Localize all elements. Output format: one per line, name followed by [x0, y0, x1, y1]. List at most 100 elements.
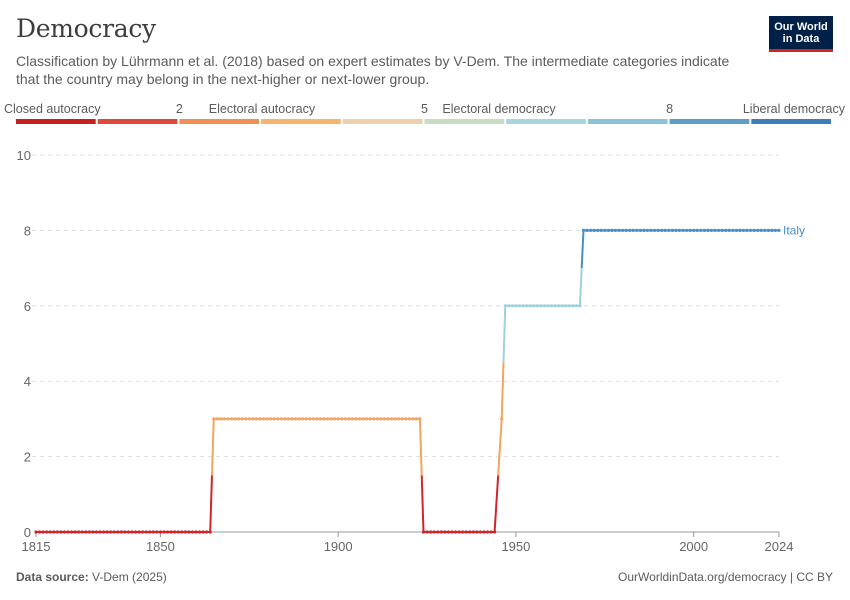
data-point — [37, 530, 42, 534]
data-point — [251, 417, 255, 421]
data-point — [286, 417, 291, 421]
data-point — [443, 530, 447, 534]
data-point — [727, 228, 731, 232]
data-point — [471, 530, 475, 534]
data-point — [763, 228, 767, 232]
data-point — [652, 228, 657, 232]
data-point — [546, 304, 550, 308]
legend-label: 8 — [666, 102, 673, 116]
data-point — [446, 530, 450, 534]
data-point — [517, 304, 522, 308]
data-point — [382, 417, 386, 421]
data-point — [105, 530, 109, 534]
data-point — [137, 530, 141, 534]
chart-subtitle: Classification by Lührmann et al. (2018)… — [16, 53, 730, 87]
data-point — [620, 228, 625, 232]
legend-bin — [424, 119, 505, 124]
data-point — [109, 530, 113, 534]
data-point — [116, 530, 120, 534]
data-point — [354, 417, 358, 421]
data-point — [389, 417, 394, 421]
x-tick-label: 1815 — [22, 539, 51, 554]
data-point — [297, 417, 301, 421]
data-point — [692, 228, 696, 232]
data-point — [158, 530, 163, 534]
data-point — [745, 228, 749, 232]
data-point — [770, 228, 774, 232]
series-label-italy: Italy — [783, 223, 805, 237]
data-point — [702, 228, 706, 232]
data-point — [596, 228, 600, 232]
data-point — [197, 530, 202, 534]
data-point — [468, 530, 472, 534]
data-point — [311, 417, 315, 421]
data-point — [773, 228, 778, 232]
data-point — [724, 228, 728, 232]
data-point — [397, 417, 401, 421]
data-point — [681, 228, 685, 232]
data-point — [507, 304, 511, 308]
data-point — [393, 417, 397, 421]
data-point — [450, 530, 454, 534]
data-point — [635, 228, 639, 232]
data-point — [226, 417, 230, 421]
data-point — [48, 530, 52, 534]
data-point — [180, 530, 184, 534]
data-point — [524, 304, 529, 308]
data-point — [212, 417, 216, 421]
data-point — [130, 530, 134, 534]
data-point — [489, 530, 493, 534]
data-point — [379, 417, 383, 421]
data-point — [205, 530, 209, 534]
data-source: Data source: V-Dem (2025) — [16, 570, 167, 584]
data-point — [318, 417, 323, 421]
data-point — [741, 228, 746, 232]
data-point — [269, 417, 273, 421]
data-point — [400, 417, 404, 421]
legend-label: 2 — [176, 102, 183, 116]
data-point — [574, 304, 578, 308]
data-point — [59, 530, 63, 534]
data-point — [123, 530, 127, 534]
data-point — [606, 228, 610, 232]
data-point — [350, 417, 354, 421]
data-point — [52, 530, 56, 534]
data-point — [290, 417, 294, 421]
logo-underline — [769, 49, 833, 52]
data-point — [265, 417, 269, 421]
series-transition — [580, 230, 585, 269]
data-point — [528, 304, 532, 308]
data-point — [41, 530, 45, 534]
y-tick-label: 6 — [24, 299, 31, 314]
data-point — [308, 417, 312, 421]
data-point — [368, 417, 372, 421]
data-point — [237, 417, 241, 421]
data-point — [112, 530, 116, 534]
data-source-value[interactable]: V-Dem (2025) — [92, 570, 167, 584]
data-point — [201, 530, 205, 534]
data-point — [631, 228, 635, 232]
owid-logo[interactable]: Our World in Data — [769, 16, 833, 52]
data-point — [720, 228, 724, 232]
data-point — [240, 417, 244, 421]
data-point — [261, 417, 266, 421]
data-point — [101, 530, 106, 534]
y-tick-label: 4 — [24, 374, 31, 389]
data-point — [84, 530, 88, 534]
data-point — [94, 530, 99, 534]
data-point — [336, 417, 340, 421]
data-point — [734, 228, 738, 232]
data-point — [453, 530, 458, 534]
data-point — [748, 228, 753, 232]
credit-link[interactable]: OurWorldinData.org/democracy | CC BY — [618, 570, 833, 584]
data-point — [628, 228, 632, 232]
data-point — [667, 228, 671, 232]
x-tick-label: 1950 — [501, 539, 530, 554]
data-point — [585, 228, 589, 232]
data-point — [73, 530, 77, 534]
data-point — [183, 530, 187, 534]
data-point — [119, 530, 123, 534]
legend-bin — [261, 119, 341, 124]
data-point — [133, 530, 138, 534]
data-point — [716, 228, 721, 232]
